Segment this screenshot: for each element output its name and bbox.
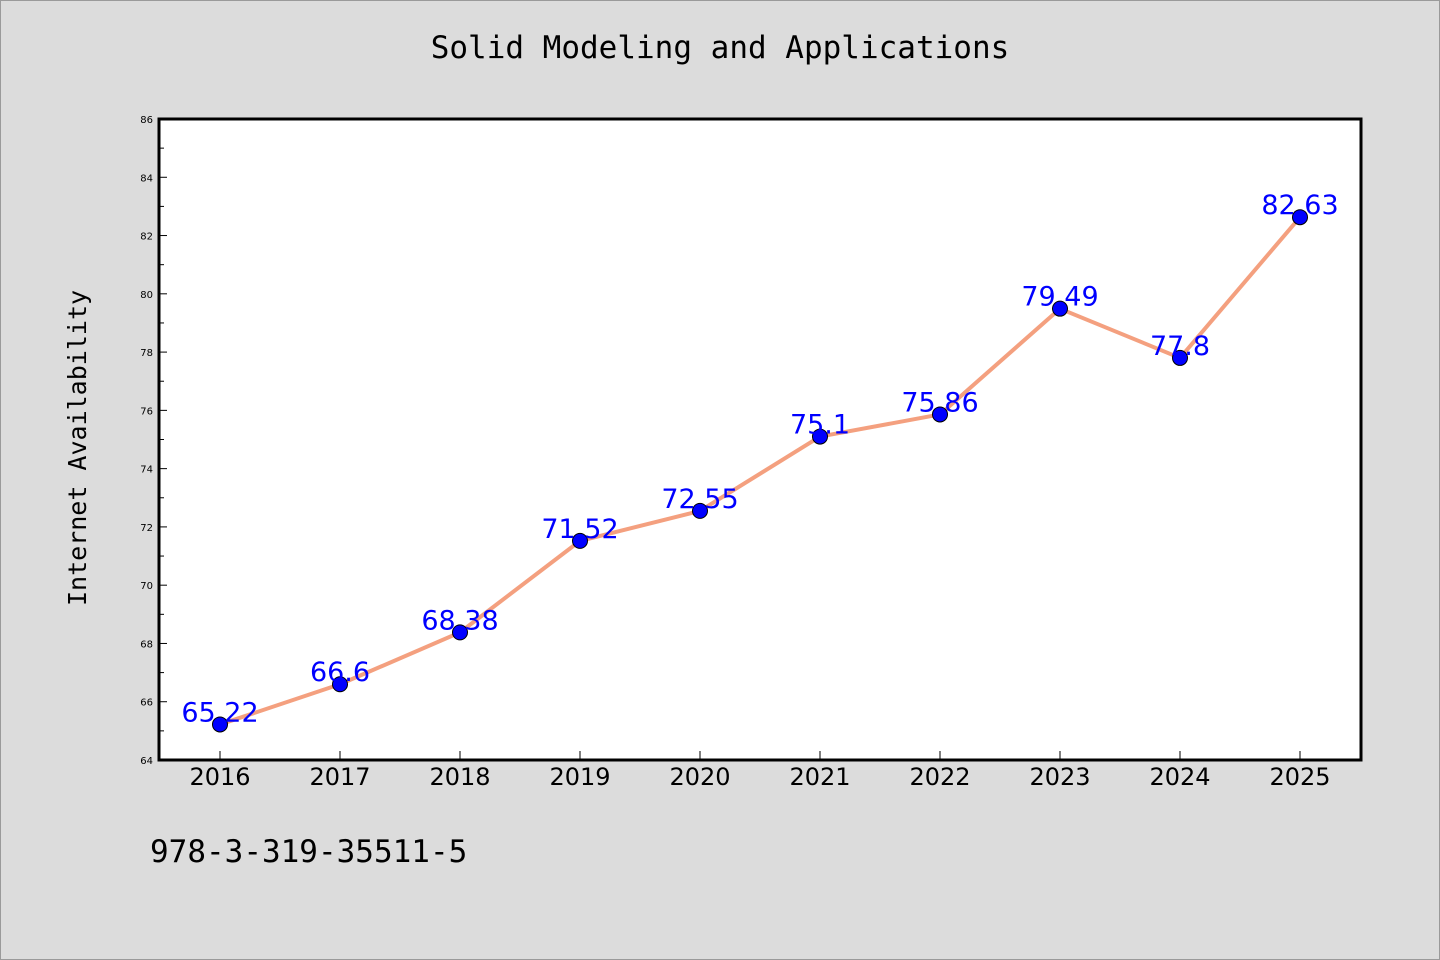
x-tick-label: 2017 xyxy=(309,763,370,791)
y-tick-label: 72 xyxy=(140,523,153,534)
x-tick-label: 2023 xyxy=(1029,763,1090,791)
data-point-marker xyxy=(1292,209,1308,226)
y-tick-label: 66 xyxy=(140,698,153,709)
x-tick-label: 2018 xyxy=(429,763,490,791)
y-tick-label: 64 xyxy=(140,756,153,767)
data-point-marker xyxy=(332,676,348,693)
data-label: 66.6 xyxy=(310,657,370,688)
data-point-marker xyxy=(932,406,948,423)
chart-title: Solid Modeling and Applications xyxy=(430,30,1010,66)
x-tick-label: 2021 xyxy=(789,763,850,791)
y-tick-label: 78 xyxy=(140,348,153,359)
data-label: 82.63 xyxy=(1261,190,1338,221)
y-axis-label: Internet Availability xyxy=(63,290,92,606)
footer-text: 978-3-319-35511-5 xyxy=(150,834,468,870)
data-label: 77.8 xyxy=(1150,331,1210,362)
y-tick-label: 68 xyxy=(140,639,153,650)
data-point-marker xyxy=(212,716,228,733)
x-tick-label: 2025 xyxy=(1269,763,1330,791)
data-label: 72.55 xyxy=(661,484,738,515)
x-tick-label: 2016 xyxy=(189,763,250,791)
y-axis: 64 66 68 70 72 74 76 78 80 82 84 86 xyxy=(140,115,167,767)
data-label: 71.52 xyxy=(541,514,618,545)
data-label: 75.86 xyxy=(901,387,978,418)
y-tick-label: 84 xyxy=(140,173,153,184)
y-tick-label: 70 xyxy=(140,581,153,592)
data-label: 68.38 xyxy=(421,605,498,636)
data-point-marker xyxy=(1172,349,1188,366)
series-line-group: 65.22 66.6 68.38 71.52 72.55 75.1 75.86 79.49 77… xyxy=(181,190,1339,733)
y-tick-label: 74 xyxy=(140,465,153,476)
x-tick-label: 2024 xyxy=(1149,763,1210,791)
data-point-marker xyxy=(692,502,708,519)
x-tick-label: 2022 xyxy=(909,763,970,791)
x-axis: 2016 2017 2018 2019 2020 2021 2022 2023 2024 2025 xyxy=(189,751,1331,791)
data-point-marker xyxy=(812,428,828,445)
y-tick-label: 82 xyxy=(140,232,153,243)
y-tick-label: 86 xyxy=(140,115,153,126)
data-label: 65.22 xyxy=(181,697,258,728)
x-tick-label: 2020 xyxy=(669,763,730,791)
data-label: 75.1 xyxy=(790,410,850,441)
series-line xyxy=(219,215,1302,727)
data-point-marker xyxy=(572,532,588,549)
x-tick-label: 2019 xyxy=(549,763,610,791)
plot-area xyxy=(157,117,1363,762)
data-label: 79.49 xyxy=(1021,282,1098,313)
y-tick-label: 76 xyxy=(140,406,153,417)
data-point-marker xyxy=(1052,300,1068,317)
y-tick-label: 80 xyxy=(140,290,153,301)
data-point-marker xyxy=(452,624,468,641)
